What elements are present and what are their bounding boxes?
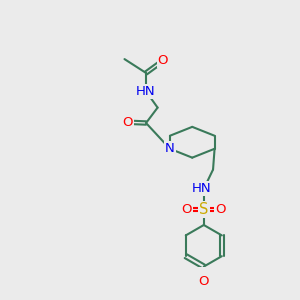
Text: N: N [165, 142, 175, 155]
Text: O: O [182, 203, 192, 216]
Text: S: S [199, 202, 208, 217]
Text: HN: HN [192, 182, 211, 195]
Text: O: O [215, 203, 226, 216]
Text: HN: HN [136, 85, 156, 98]
Text: O: O [158, 54, 168, 67]
Text: O: O [199, 275, 209, 289]
Text: O: O [122, 116, 133, 129]
